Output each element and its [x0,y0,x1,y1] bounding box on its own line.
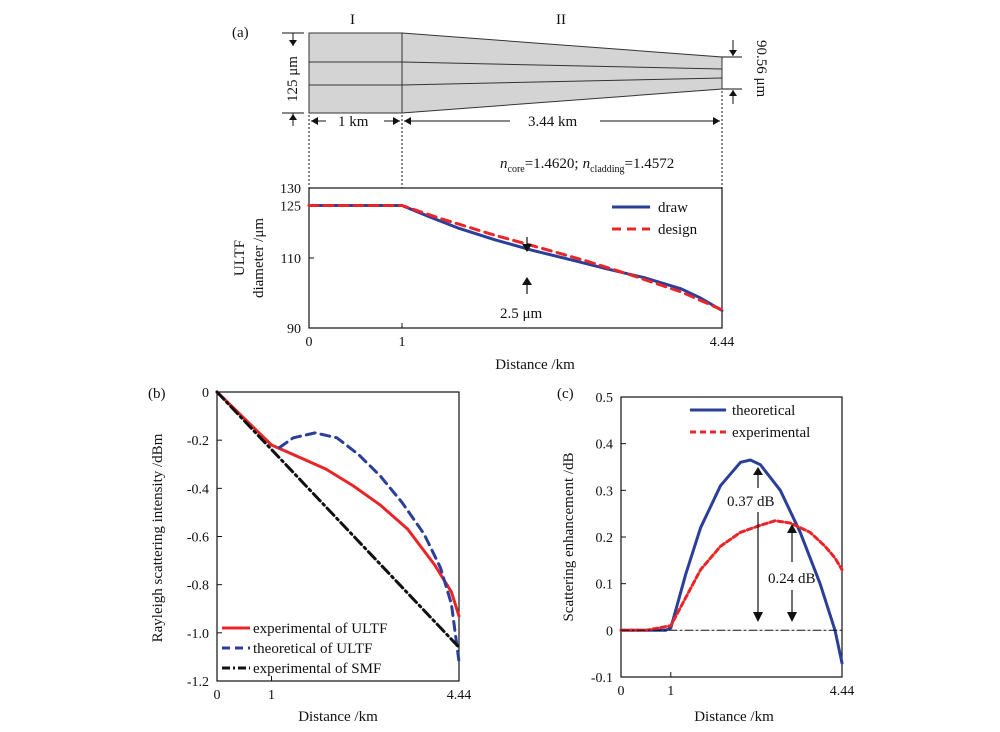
panel-c-label: (c) [557,386,574,402]
len-2-label: 3.44 km [528,114,578,130]
dia-right-label: 90.56 μm [753,40,769,98]
chart-b-xlabel: Distance /km [298,709,378,725]
annot-037-arrowhead-up [753,467,763,475]
panel-b-label: (b) [148,386,166,402]
chart-c-series [619,458,844,665]
y-tick-label: -0.6 [187,531,209,546]
series-draw [307,204,724,312]
annot-2-5-label: 2.5 μm [500,306,543,322]
chart-a-ylabel-1: ULTF [232,240,248,276]
len2-arrowhead-left [404,117,411,125]
chart-a-xlabel: Distance /km [495,357,575,373]
core-lower-taper [401,77,723,86]
x-tick-label: 0 [306,335,313,350]
core-upper-taper [401,61,723,70]
y-tick-label: 0 [606,624,613,639]
legend-experimental-label: experimental [732,425,810,441]
section-1-label: I [350,12,355,28]
fiber-body [308,32,723,114]
chart-b-ylabel: Rayleigh scattering intensity /dBm [150,433,166,642]
panel-a-label: (a) [232,25,249,41]
y-tick-label: 125 [280,200,301,215]
fiber-schematic: (a) I II 125 μm 90.56 μm 1 km [232,12,769,188]
n-core-subscript: core [508,164,526,175]
y-tick-label: -1.2 [187,675,209,690]
annot-037-label: 0.37 dB [727,494,775,510]
chart-a-ylabel-2: diameter /μm [251,218,267,298]
len2-arrowhead-right [713,117,720,125]
series-experimental [619,519,844,632]
series-theoretical [619,458,844,665]
y-tick-label: -0.4 [187,482,209,497]
legend-theo-ultf-label: theoretical of ULTF [253,641,372,657]
n-cladding-value: =1.4572 [625,156,675,172]
series-theoretical-of-ultf [278,431,461,664]
n-core-symbol: n [500,156,508,172]
chart-c-ticks: 0 1 4.44 -0.1 0 0.1 0.2 0.3 0.4 0.5 [591,391,854,699]
chart-b-frame [216,391,460,682]
chart-b-ticks: 0 1 4.44 0 -0.2 -0.4 -0.6 -0.8 -1.0 -1.2 [187,386,471,703]
chart-a-ticks: 0 1 4.44 90 110 125 130 [280,182,734,350]
legend-exp-ultf-label: experimental of ULTF [253,621,387,637]
y-tick-label: -0.1 [591,671,613,686]
x-tick-label: 1 [399,335,406,350]
len1-arrowhead-right [393,117,400,125]
y-tick-label: -1.0 [187,627,209,642]
legend-exp-smf-label: experimental of SMF [253,661,381,677]
series-experimental-of-ultf [215,390,461,618]
dim-left-arrowhead-up [289,114,297,120]
dim-right-arrowhead-up [729,90,737,96]
annot-024-label: 0.24 dB [768,571,816,587]
dia-left-label: 125 μm [285,56,301,102]
y-tick-label: 0.1 [596,578,614,593]
dim-left-arrowhead-down [289,40,297,46]
y-tick-label: 90 [287,322,301,337]
n-cladding-subscript: cladding [590,164,624,175]
chart-c-xlabel: Distance /km [694,709,774,725]
n-cladding-symbol: n [583,156,591,172]
legend-draw-label: draw [658,200,688,216]
y-tick-label: 130 [280,182,301,197]
len-1-label: 1 km [338,114,369,130]
chart-a: 0 1 4.44 90 110 125 130 ULTF diameter /μm Dist… [232,182,734,373]
x-tick-label: 0 [214,688,221,703]
x-tick-label: 4.44 [710,335,735,350]
y-tick-label: 0.5 [596,391,614,406]
x-tick-label: 1 [268,688,275,703]
x-tick-label: 4.44 [830,684,855,699]
x-tick-label: 4.44 [447,688,472,703]
annot-024-arrowhead-up [787,524,797,533]
chart-c-ylabel: Scattering enhancement /dB [561,452,577,621]
y-tick-label: 0.4 [596,438,614,453]
annot-024-arrowhead-down [787,612,797,622]
section-2-label: II [556,12,566,28]
refractive-index-text: ncore=1.4620; ncladding=1.4572 [500,156,674,175]
annot-arrowhead-down [522,244,532,252]
y-tick-label: -0.8 [187,579,209,594]
chart-c: (c) 0 1 4.44 -0.1 0 0.1 0.2 0.3 0.4 0.5 Scatterin… [557,386,854,725]
y-tick-label: 0.3 [596,484,614,499]
y-tick-label: 0 [202,386,209,401]
n-core-value: =1.4620; [525,156,579,172]
chart-a-series [307,204,724,312]
y-tick-label: 0.2 [596,531,614,546]
legend-theoretical-label: theoretical [732,403,795,419]
chart-b-series [215,390,461,664]
x-tick-label: 0 [618,684,625,699]
len1-arrowhead-left [311,117,318,125]
x-tick-label: 1 [667,684,674,699]
legend-design-label: design [658,222,698,238]
series-design [307,204,724,312]
y-tick-label: 110 [281,252,301,267]
dim-right-arrowhead-down [729,50,737,56]
y-tick-label: -0.2 [187,434,209,449]
chart-b: (b) 0 1 4.44 0 -0.2 -0.4 -0.6 -0.8 -1.0 -1.2 Rayl… [148,386,471,725]
annot-037-arrowhead-down [753,612,763,622]
annot-arrowhead-up [522,277,532,285]
series-experimental-of-smf [215,390,461,649]
